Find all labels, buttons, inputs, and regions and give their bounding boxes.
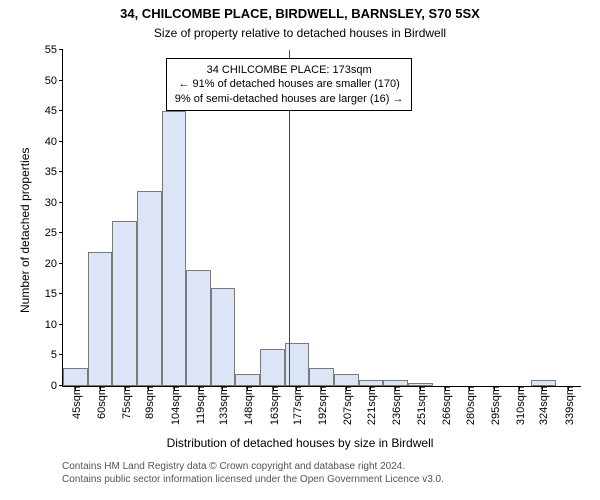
- x-tick-label: 192sqm: [313, 386, 329, 425]
- histogram-chart: 34, CHILCOMBE PLACE, BIRDWELL, BARNSLEY,…: [0, 0, 600, 500]
- x-tick-mark: [296, 386, 297, 390]
- x-tick-label: 163sqm: [265, 386, 281, 425]
- histogram-bar: [137, 191, 162, 386]
- y-tick-mark: [59, 202, 63, 203]
- histogram-bar: [63, 368, 88, 386]
- x-tick-label: 251sqm: [412, 386, 428, 425]
- x-tick-label: 148sqm: [239, 386, 255, 425]
- histogram-bar: [334, 374, 359, 386]
- x-tick-label: 89sqm: [140, 386, 156, 419]
- y-tick-label: 15: [45, 288, 63, 300]
- y-tick-mark: [59, 171, 63, 172]
- x-tick-mark: [494, 386, 495, 390]
- histogram-bar: [531, 380, 556, 386]
- x-tick-label: 104sqm: [166, 386, 182, 425]
- x-tick-mark: [148, 386, 149, 390]
- y-tick-mark: [59, 354, 63, 355]
- histogram-bar: [211, 288, 236, 386]
- footer-line-1: Contains HM Land Registry data © Crown c…: [62, 460, 444, 473]
- x-tick-mark: [445, 386, 446, 390]
- footer-line-2: Contains public sector information licen…: [62, 473, 444, 486]
- y-tick-label: 10: [45, 319, 63, 331]
- y-tick-label: 45: [45, 105, 63, 117]
- x-tick-label: 339sqm: [560, 386, 576, 425]
- y-tick-mark: [59, 293, 63, 294]
- histogram-bar: [235, 374, 260, 386]
- histogram-bar: [186, 270, 211, 386]
- x-tick-label: 177sqm: [288, 386, 304, 425]
- x-tick-mark: [199, 386, 200, 390]
- y-tick-mark: [59, 324, 63, 325]
- x-tick-mark: [174, 386, 175, 390]
- x-tick-mark: [75, 386, 76, 390]
- x-tick-mark: [222, 386, 223, 390]
- x-tick-label: 75sqm: [117, 386, 133, 419]
- y-tick-mark: [59, 110, 63, 111]
- y-tick-mark: [59, 80, 63, 81]
- x-tick-mark: [346, 386, 347, 390]
- plot-area: 051015202530354045505545sqm60sqm75sqm89s…: [62, 50, 581, 387]
- chart-subtitle: Size of property relative to detached ho…: [0, 26, 600, 40]
- histogram-bar: [309, 368, 334, 386]
- histogram-bar: [260, 349, 285, 386]
- histogram-bar: [383, 380, 408, 386]
- x-tick-mark: [469, 386, 470, 390]
- x-tick-mark: [125, 386, 126, 390]
- y-tick-label: 5: [51, 349, 63, 361]
- x-tick-label: 310sqm: [511, 386, 527, 425]
- y-tick-label: 50: [45, 75, 63, 87]
- y-axis-label: Number of detached properties: [18, 148, 32, 313]
- x-tick-mark: [568, 386, 569, 390]
- x-tick-label: 207sqm: [338, 386, 354, 425]
- x-tick-label: 236sqm: [387, 386, 403, 425]
- x-tick-mark: [273, 386, 274, 390]
- x-tick-mark: [370, 386, 371, 390]
- chart-title: 34, CHILCOMBE PLACE, BIRDWELL, BARNSLEY,…: [0, 6, 600, 21]
- chart-footer: Contains HM Land Registry data © Crown c…: [62, 460, 444, 486]
- histogram-bar: [112, 221, 137, 386]
- x-tick-mark: [519, 386, 520, 390]
- x-tick-label: 295sqm: [486, 386, 502, 425]
- x-tick-mark: [542, 386, 543, 390]
- y-tick-label: 55: [45, 44, 63, 56]
- x-tick-mark: [321, 386, 322, 390]
- x-tick-mark: [100, 386, 101, 390]
- x-tick-mark: [247, 386, 248, 390]
- y-tick-mark: [59, 49, 63, 50]
- annotation-box: 34 CHILCOMBE PLACE: 173sqm← 91% of detac…: [166, 58, 413, 111]
- x-axis-label: Distribution of detached houses by size …: [0, 436, 600, 450]
- x-tick-label: 324sqm: [534, 386, 550, 425]
- x-tick-mark: [420, 386, 421, 390]
- y-tick-label: 30: [45, 197, 63, 209]
- x-tick-label: 119sqm: [191, 386, 207, 424]
- histogram-bar: [408, 383, 433, 386]
- y-tick-label: 35: [45, 166, 63, 178]
- y-tick-label: 20: [45, 258, 63, 270]
- y-tick-label: 25: [45, 227, 63, 239]
- y-tick-label: 40: [45, 136, 63, 148]
- annotation-line-1: 34 CHILCOMBE PLACE: 173sqm: [175, 63, 404, 77]
- histogram-bar: [162, 111, 187, 386]
- x-tick-label: 280sqm: [461, 386, 477, 425]
- annotation-line-3: 9% of semi-detached houses are larger (1…: [175, 92, 404, 106]
- histogram-bar: [88, 252, 113, 386]
- histogram-bar: [359, 380, 384, 386]
- y-tick-mark: [59, 141, 63, 142]
- y-tick-mark: [59, 232, 63, 233]
- x-tick-label: 60sqm: [92, 386, 108, 419]
- x-tick-label: 133sqm: [214, 386, 230, 425]
- y-tick-mark: [59, 263, 63, 264]
- y-tick-label: 0: [51, 380, 63, 392]
- x-tick-label: 221sqm: [362, 386, 378, 425]
- annotation-line-2: ← 91% of detached houses are smaller (17…: [175, 77, 404, 91]
- x-tick-label: 45sqm: [67, 386, 83, 419]
- x-tick-label: 266sqm: [437, 386, 453, 425]
- x-tick-mark: [395, 386, 396, 390]
